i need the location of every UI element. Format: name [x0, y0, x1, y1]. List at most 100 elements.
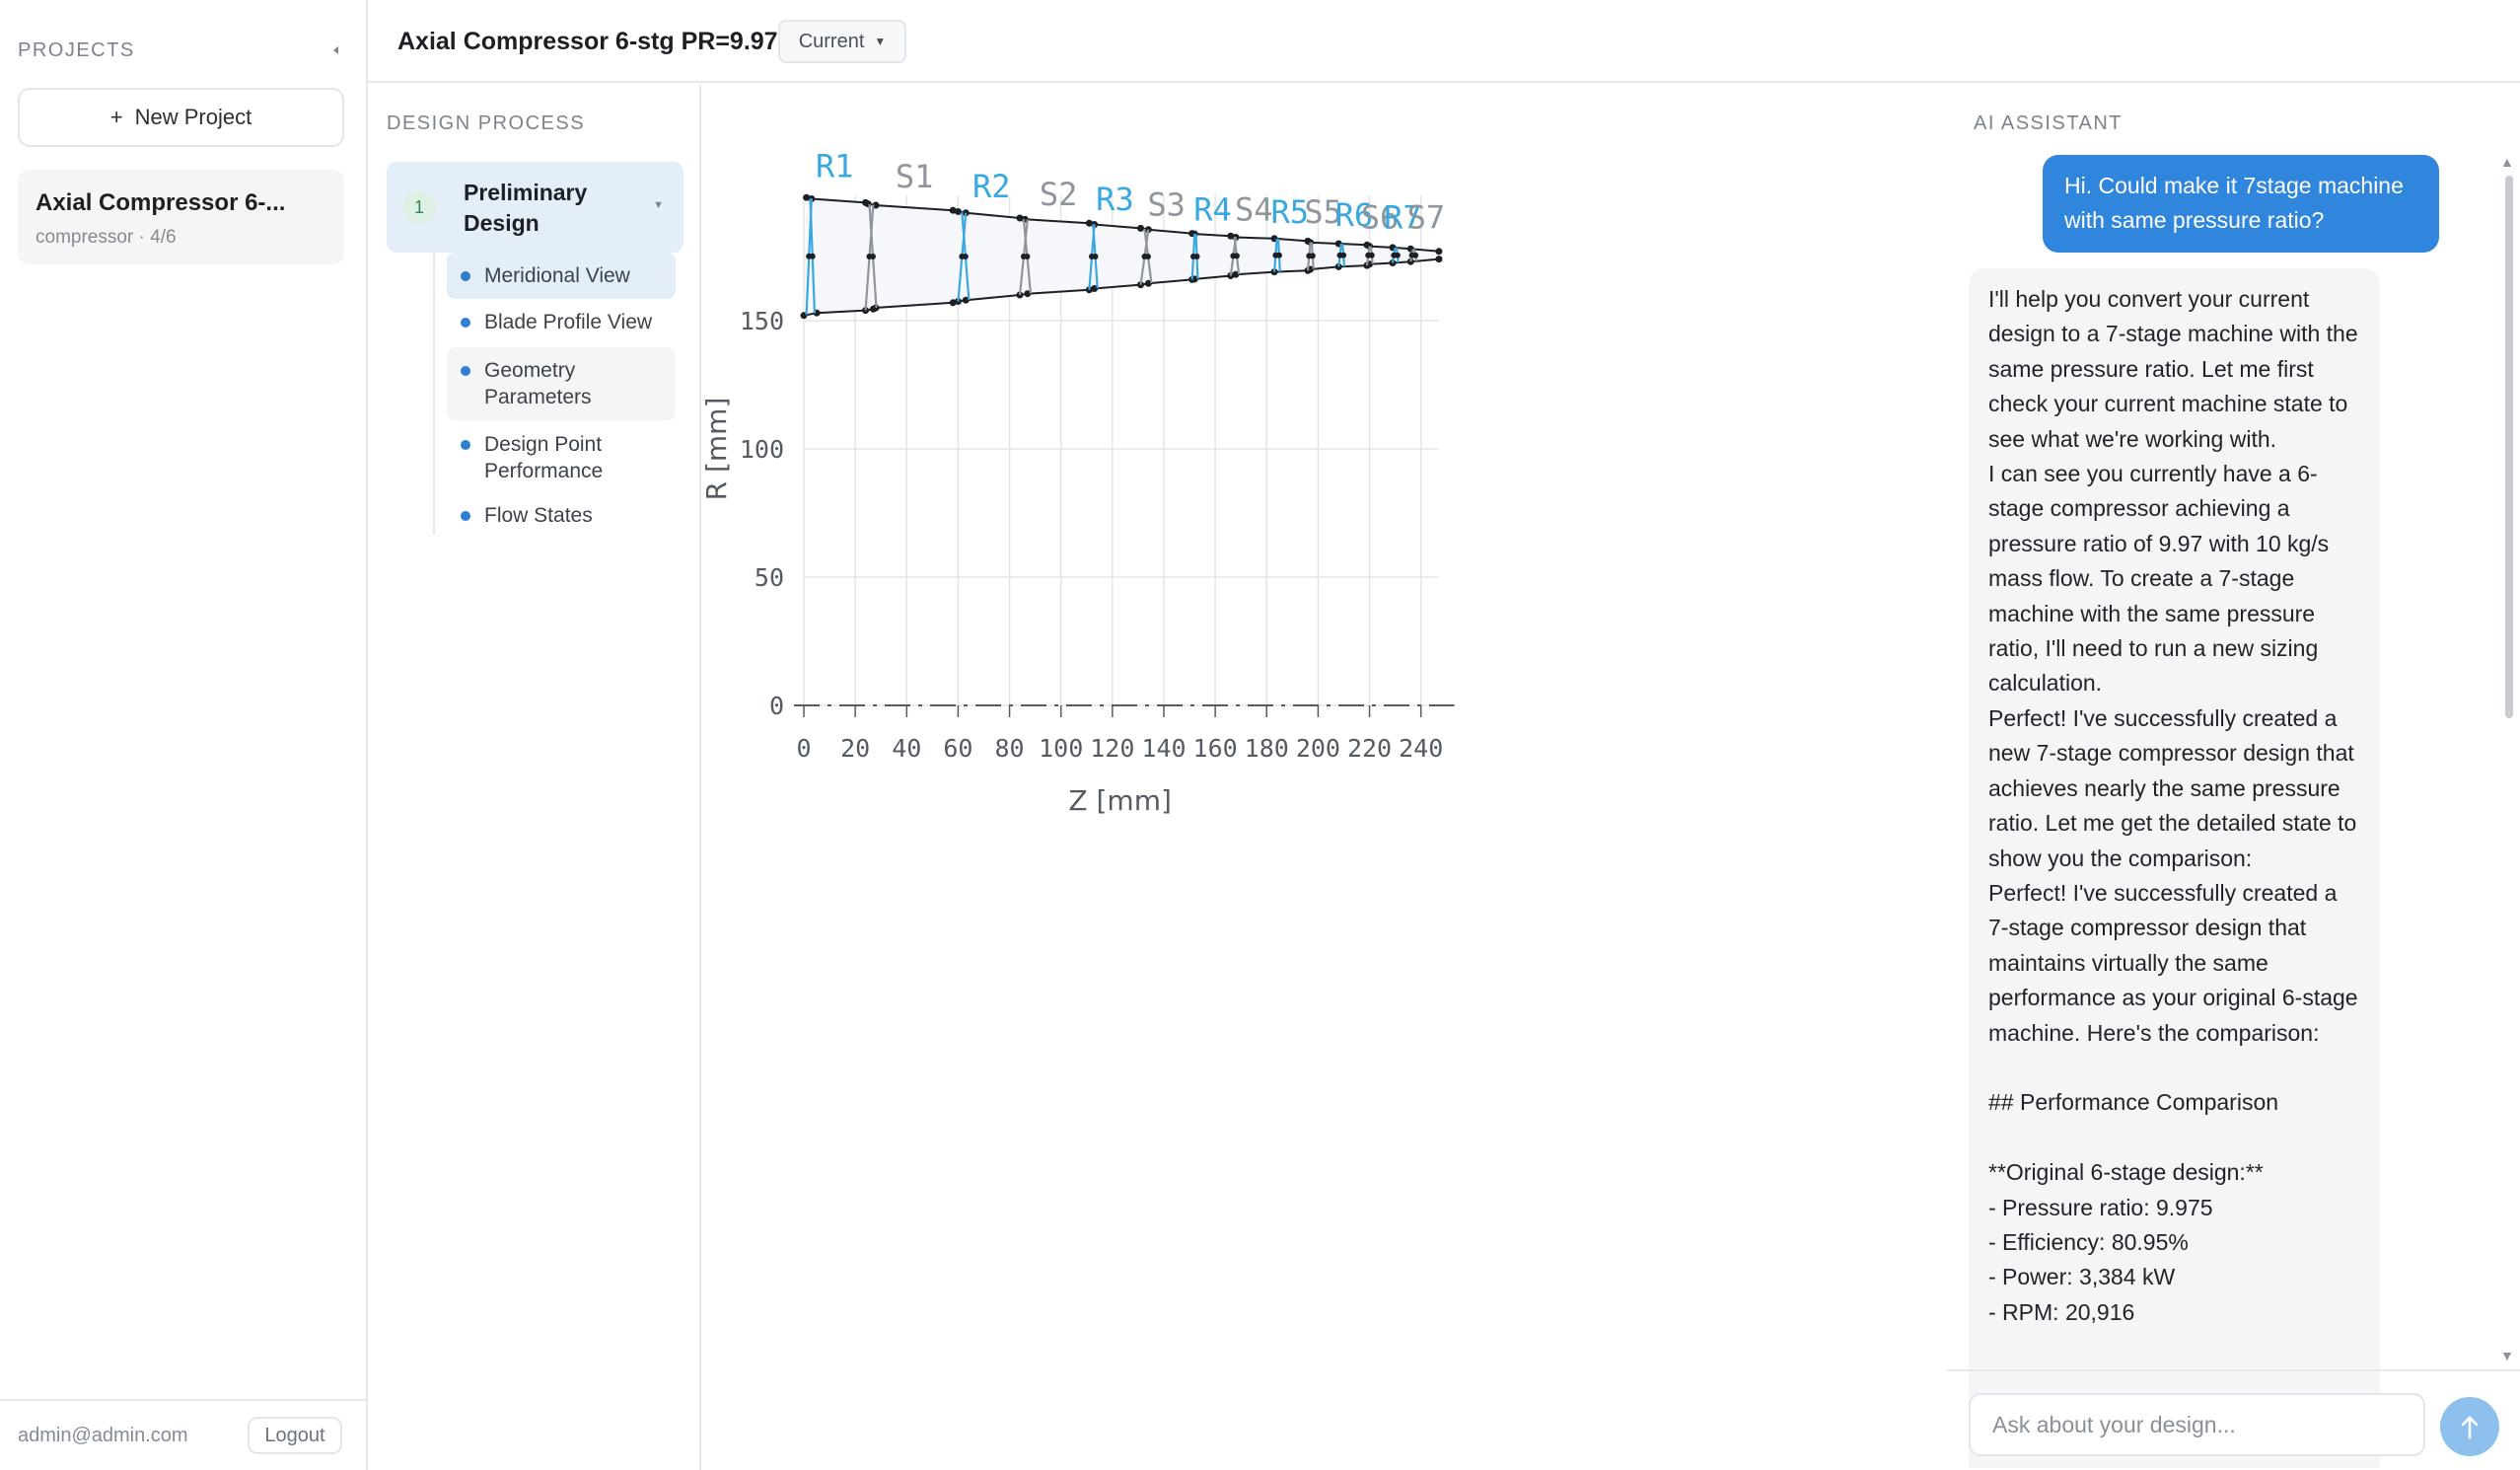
substep-geometry-parameters[interactable]: Geometry Parameters: [447, 347, 676, 420]
logout-button[interactable]: Logout: [248, 1417, 342, 1454]
bullet-icon: [461, 366, 470, 376]
annulus-node: [1435, 248, 1443, 256]
x-tick-label: 20: [840, 734, 870, 763]
row-label-s5: S5: [1304, 193, 1342, 231]
annulus-node: [1406, 257, 1414, 265]
annulus-node: [1435, 256, 1443, 263]
row-label-s1: S1: [896, 158, 934, 195]
ai-assistant-panel: AI ASSISTANT Hi. Could make it 7stage ma…: [1947, 85, 2520, 1470]
row-label-s2: S2: [1040, 176, 1078, 213]
row-label-s4: S4: [1235, 191, 1273, 229]
collapse-left-icon[interactable]: [329, 43, 343, 57]
stage-label: Preliminary Design: [464, 180, 588, 236]
blade-mid-node: [1275, 252, 1282, 258]
bullet-icon: [461, 271, 470, 281]
x-tick-label: 240: [1399, 734, 1443, 763]
user-message: Hi. Could make it 7stage machine with sa…: [2043, 155, 2439, 253]
annulus-node: [1137, 281, 1145, 289]
x-tick-label: 180: [1245, 734, 1289, 763]
row-label-r2: R2: [972, 168, 1011, 205]
x-tick-label: 220: [1347, 734, 1392, 763]
machine-title: Axial Compressor 6-stg PR=9.97: [397, 28, 778, 55]
row-label-s6: S6: [1361, 198, 1400, 236]
row-label-r7: R7: [1384, 198, 1422, 236]
x-tick-label: 200: [1296, 734, 1340, 763]
bullet-icon: [461, 318, 470, 328]
row-label-r6: R6: [1335, 196, 1374, 234]
annulus-node: [1144, 279, 1152, 287]
substep-label: Blade Profile View: [484, 311, 653, 333]
blade-mid-node: [809, 253, 816, 259]
x-tick-label: 80: [995, 734, 1025, 763]
substep-design-point-performance[interactable]: Design Point Performance: [447, 421, 676, 494]
substep-blade-profile-view[interactable]: Blade Profile View: [447, 299, 676, 345]
stage-substeps: Meridional View Blade Profile View Geome…: [433, 253, 685, 535]
y-tick-label: 0: [769, 692, 784, 720]
meridional-view-chart[interactable]: R1 S1 R2 S2 R3 S3 R4 S4 R5 S5 R6 S6 R7 S7 0 20 40 60 80 10…: [702, 85, 1946, 1470]
blade-mid-node: [1394, 252, 1401, 258]
assistant-message: I'll help you convert your current desig…: [1969, 268, 2380, 1468]
blade-mid-node: [1412, 252, 1419, 258]
annulus-node: [1389, 259, 1397, 266]
bullet-icon: [461, 440, 470, 450]
substep-label: Flow States: [484, 504, 593, 527]
row-label-r1: R1: [816, 147, 854, 184]
x-tick-label: 40: [892, 734, 921, 763]
y-tick-label: 150: [740, 307, 784, 335]
row-label-s3: S3: [1147, 185, 1186, 223]
annulus-node: [1137, 224, 1145, 232]
substep-label: Meridional View: [484, 264, 630, 287]
blade-mid-node: [1193, 254, 1200, 259]
substep-flow-states[interactable]: Flow States: [447, 492, 676, 539]
plus-icon: +: [109, 105, 123, 129]
scroll-up-icon[interactable]: ▲: [2500, 154, 2514, 170]
blade-mid-node: [1092, 254, 1099, 259]
user-email: admin@admin.com: [18, 1425, 188, 1446]
row-label-r3: R3: [1096, 181, 1134, 218]
projects-title: PROJECTS: [18, 38, 135, 61]
x-tick-label: 160: [1193, 734, 1238, 763]
new-project-label: New Project: [134, 105, 252, 129]
scroll-down-icon[interactable]: ▼: [2500, 1348, 2514, 1363]
annulus-node: [954, 208, 962, 215]
new-project-button[interactable]: + New Project: [18, 88, 344, 147]
row-label-r5: R5: [1270, 193, 1309, 231]
x-axis-title: Z [mm]: [1068, 784, 1171, 817]
chat-input[interactable]: [1969, 1393, 2425, 1456]
y-tick-label: 100: [740, 435, 784, 464]
blade-mid-node: [1144, 254, 1151, 259]
top-bar: Axial Compressor 6-stg PR=9.97 Current ▼: [368, 0, 2520, 83]
project-item[interactable]: Axial Compressor 6-... compressor · 4/6: [18, 170, 344, 264]
send-button[interactable]: [2440, 1397, 2499, 1456]
sidebar-footer: admin@admin.com Logout: [0, 1399, 366, 1470]
substep-label: Geometry Parameters: [484, 359, 592, 408]
stage-preliminary-design[interactable]: 1 Preliminary Design ▼: [387, 162, 684, 253]
row-label-s7: S7: [1407, 198, 1446, 236]
substep-label: Design Point Performance: [484, 433, 604, 482]
blade-rows: [805, 198, 1419, 316]
annulus-node: [1024, 290, 1032, 298]
x-tick-label: 140: [1141, 734, 1186, 763]
design-process-panel: DESIGN PROCESS 1 Preliminary Design ▼ Me…: [368, 85, 701, 1470]
x-tick-label: 120: [1090, 734, 1134, 763]
chat-scrollbar[interactable]: [2505, 176, 2513, 718]
y-axis-title: R [mm]: [702, 398, 733, 501]
projects-sidebar: PROJECTS + New Project Axial Compressor …: [0, 0, 368, 1470]
y-tick-label: 50: [755, 563, 784, 592]
arrow-up-icon: [2461, 1416, 2479, 1439]
blade-mid-node: [962, 254, 969, 259]
substep-meridional-view[interactable]: Meridional View: [447, 253, 676, 299]
annulus-node: [962, 296, 970, 304]
blade-mid-node: [1309, 253, 1316, 259]
version-value: Current: [798, 30, 865, 52]
blade-mid-node: [1340, 252, 1347, 258]
project-meta: compressor · 4/6: [36, 227, 177, 248]
chevron-down-icon: ▼: [653, 199, 664, 211]
version-select[interactable]: Current ▼: [778, 20, 906, 63]
bullet-icon: [461, 511, 470, 521]
annulus-node: [1232, 270, 1240, 278]
projects-header: PROJECTS: [18, 37, 343, 63]
annulus-node: [1091, 285, 1099, 292]
